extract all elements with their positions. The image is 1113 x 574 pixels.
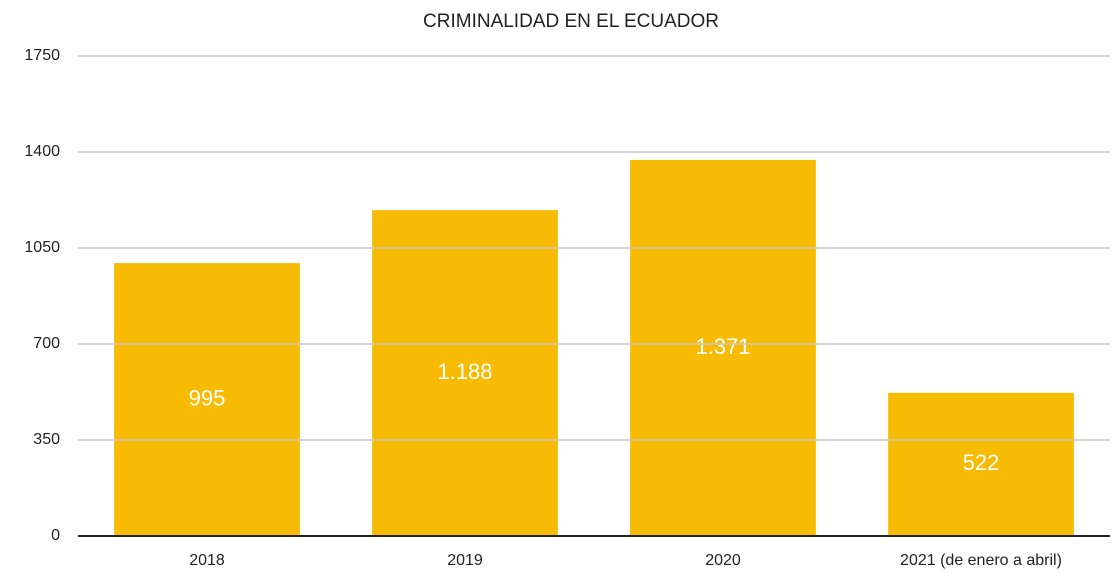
value-label: 1.371 xyxy=(695,334,750,359)
y-tick-label: 0 xyxy=(51,527,60,544)
y-tick-label: 700 xyxy=(33,335,60,352)
y-tick-label: 350 xyxy=(33,431,60,448)
bar xyxy=(372,210,558,537)
chart-title: CRIMINALIDAD EN EL ECUADOR xyxy=(423,11,719,32)
x-tick-label: 2020 xyxy=(705,552,741,569)
value-label: 995 xyxy=(189,385,226,410)
y-tick-label: 1750 xyxy=(24,47,60,64)
bar xyxy=(114,263,300,536)
value-label: 1.188 xyxy=(437,359,492,384)
bar xyxy=(630,159,816,536)
x-tick-label: 2018 xyxy=(189,552,225,569)
y-tick-label: 1050 xyxy=(24,239,60,256)
value-label: 522 xyxy=(963,450,1000,475)
y-tick-label: 1400 xyxy=(24,143,60,160)
x-tick-label: 2019 xyxy=(447,552,483,569)
bar xyxy=(888,392,1074,536)
x-tick-label: 2021 (de enero a abril) xyxy=(900,552,1062,569)
